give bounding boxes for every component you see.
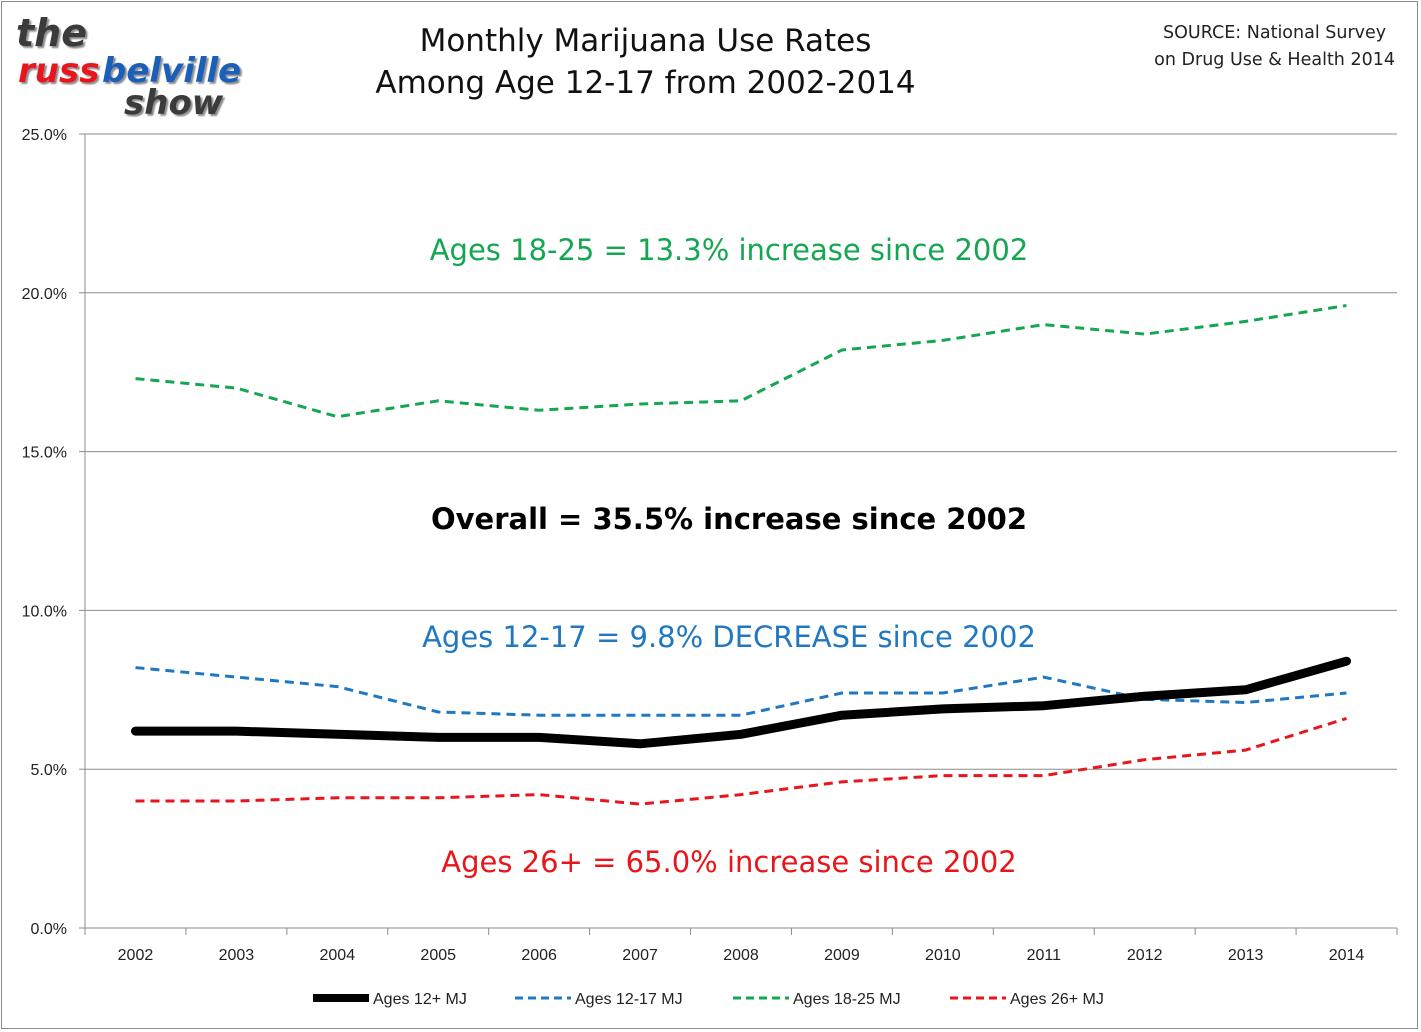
series-lines [131, 304, 1351, 806]
x-tick-label-2005: 2005 [420, 947, 456, 964]
series-line-ages-12-17-mj [135, 666, 1347, 717]
x-tick-label-2004: 2004 [320, 947, 356, 964]
series-line-ages-12-mj [131, 656, 1351, 749]
chart-title-line-1: Monthly Marijuana Use Rates [419, 23, 872, 59]
y-tick-label-2: 10.0% [22, 603, 67, 620]
source-note: SOURCE: National Survey on Drug Use & He… [1154, 20, 1395, 74]
logo-the: the [16, 11, 87, 55]
y-tick-label-1: 5.0% [31, 762, 67, 779]
x-tick-label-2009: 2009 [824, 947, 860, 964]
series-line-ages-26-mj [135, 716, 1347, 806]
annotations: Ages 18-25 = 13.3% increase since 2002 Ov… [422, 233, 1036, 879]
y-tick-label-4: 20.0% [22, 286, 67, 303]
gridlines [85, 133, 1397, 929]
y-tick-label-5: 25.0% [22, 127, 67, 144]
legend-label-3: Ages 26+ MJ [1010, 991, 1104, 1008]
x-tick-label-2012: 2012 [1127, 947, 1163, 964]
x-tick-label-2013: 2013 [1228, 947, 1264, 964]
source-line-2: on Drug Use & Health 2014 [1154, 50, 1395, 70]
annotation-1: Overall = 35.5% increase since 2002 [431, 502, 1027, 536]
annotation-3: Ages 26+ = 65.0% increase since 2002 [441, 845, 1017, 879]
x-tick-label-2014: 2014 [1329, 947, 1365, 964]
logo-belville: belville [102, 51, 241, 91]
logo-show: show [124, 83, 224, 118]
x-tick-label-2006: 2006 [521, 947, 557, 964]
y-axis-ticks: 0.0% 5.0% 10.0% 15.0% 20.0% 25.0% [22, 127, 85, 938]
series-line-ages-18-25-mj [135, 304, 1347, 419]
y-tick-label-0: 0.0% [31, 921, 67, 938]
legend-label-2: Ages 18-25 MJ [793, 991, 901, 1008]
x-tick-label-2010: 2010 [925, 947, 961, 964]
x-tick-label-2011: 2011 [1027, 947, 1062, 964]
legend: Ages 12+ MJ Ages 12-17 MJ Ages 18-25 MJ Age… [313, 991, 1104, 1008]
x-tick-label-2003: 2003 [219, 947, 255, 964]
logo-russ: russ [18, 51, 99, 91]
chart-title: Monthly Marijuana Use Rates Among Age 12… [0, 20, 1421, 104]
x-tick-label-2008: 2008 [723, 947, 759, 964]
source-line-1: SOURCE: National Survey [1163, 23, 1387, 43]
annotation-0: Ages 18-25 = 13.3% increase since 2002 [430, 233, 1029, 267]
x-axis: 2002 2003 2004 2005 2006 2007 2008 2009 2010 2011… [84, 134, 1398, 964]
chart-title-line-2: Among Age 12-17 from 2002-2014 [375, 65, 916, 101]
y-tick-label-3: 15.0% [22, 445, 67, 462]
annotation-2: Ages 12-17 = 9.8% DECREASE since 2002 [422, 620, 1036, 654]
show-logo: the russ belville show [16, 11, 241, 118]
legend-label-0: Ages 12+ MJ [373, 991, 467, 1008]
legend-label-1: Ages 12-17 MJ [575, 991, 683, 1008]
x-tick-label-2002: 2002 [118, 947, 154, 964]
x-tick-label-2007: 2007 [622, 947, 658, 964]
